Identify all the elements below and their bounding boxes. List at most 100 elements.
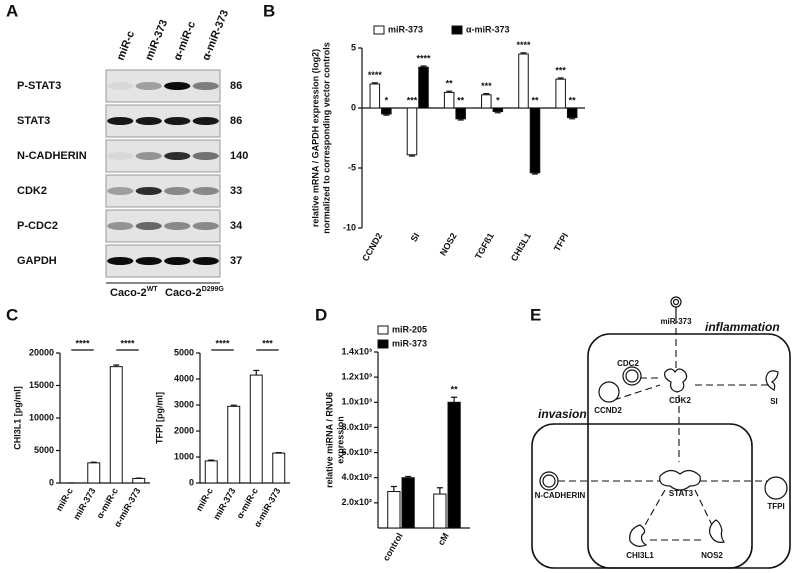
bar (529, 107, 541, 174)
y-tick-label: 8.0x10² (341, 422, 372, 432)
band (192, 187, 219, 195)
y-tick-label: 0 (351, 102, 356, 112)
error-bar (405, 475, 412, 478)
band (192, 82, 219, 90)
bar (481, 94, 492, 109)
band (135, 222, 162, 230)
node-label: miR-373 (660, 317, 692, 326)
interaction-edges (558, 328, 770, 541)
bar (492, 107, 504, 113)
error-bar (420, 65, 427, 68)
mw-label: 140 (230, 150, 248, 162)
lane-label: α-miR-373 (200, 8, 231, 62)
mw-label: 37 (230, 255, 242, 267)
bar (381, 107, 392, 115)
y-axis-label: relative mRNA / GAPDH expression (log2) (310, 49, 320, 227)
group-name: Caco-2 (110, 287, 147, 299)
significance: ** (569, 95, 577, 105)
significance: **** (215, 338, 230, 348)
x-tick-label: TGFß1 (473, 231, 496, 261)
node-label: N-CADHERIN (535, 491, 586, 500)
lane-label: miR-373 (143, 18, 170, 62)
band (107, 222, 134, 230)
bar (555, 78, 566, 109)
bar (249, 374, 263, 484)
group-label: Caco-2WT (110, 286, 158, 299)
band (135, 82, 162, 90)
band (107, 257, 134, 265)
region-label: invasion (538, 407, 587, 421)
y-tick-label: 10000 (29, 412, 54, 422)
node-label: CHI3L1 (626, 551, 654, 560)
error-bar (253, 369, 260, 376)
y-tick-label: 4.0x10² (341, 472, 372, 482)
bar (447, 401, 461, 529)
y-tick-label: 20000 (29, 347, 54, 357)
x-tick-label: NOS2 (438, 231, 459, 257)
row-label: GAPDH (17, 255, 57, 267)
y-tick-label: 2.0x10² (341, 497, 372, 507)
error-bar (494, 111, 501, 114)
error-bar (230, 404, 237, 407)
bar (387, 491, 401, 529)
bar (87, 462, 101, 484)
band (107, 187, 134, 195)
x-tick-label: miR-373 (211, 486, 237, 521)
y-tick-label: 6.0x10² (341, 447, 372, 457)
pathway-diagram: inflammation invasion miR-373 CDC2 CDK2 … (531, 296, 791, 569)
significance: ** (457, 95, 465, 105)
significance: *** (481, 81, 492, 91)
panel-label: C (6, 305, 18, 324)
bar (406, 107, 418, 156)
band (107, 82, 134, 90)
row-label: STAT3 (17, 115, 50, 127)
y-axis-label: CHI3L1 [pg/ml] (12, 386, 22, 450)
x-tick-label: miR-c (194, 486, 215, 513)
x-tick-label: control (381, 531, 405, 562)
group-sup: D299G (202, 286, 225, 293)
legend-swatch (373, 25, 385, 35)
legend-label: miR-373 (392, 338, 427, 348)
blot-panel (105, 174, 221, 208)
y-tick-label: 2000 (174, 425, 194, 435)
error-bar (436, 487, 443, 495)
bar (433, 493, 447, 529)
legend-label: miR-205 (392, 324, 427, 334)
bar (443, 91, 455, 109)
error-bar (113, 364, 120, 367)
error-bar (371, 82, 378, 84)
band (107, 117, 134, 125)
significance: * (385, 95, 389, 105)
y-tick-label: -5 (348, 162, 356, 172)
group-sup: WT (147, 286, 159, 293)
y-tick-label: -10 (343, 222, 356, 232)
invasion-box (531, 423, 753, 569)
x-tick-label: SI (409, 231, 422, 243)
significance: ** (532, 95, 540, 105)
y-tick-label: 0 (189, 477, 194, 487)
node-label: CDK2 (669, 396, 691, 405)
error-bar (557, 77, 564, 80)
bar (455, 107, 466, 120)
error-bar (569, 117, 576, 120)
band (192, 117, 219, 125)
error-bar (90, 461, 97, 463)
bar (369, 83, 381, 109)
blot-panel (105, 209, 221, 243)
y-tick-label: 1.4x10³ (341, 346, 372, 356)
group-label: Caco-2D299G (165, 286, 224, 299)
lane-label: α-miR-c (172, 20, 198, 63)
x-tick-label: cM (436, 531, 451, 547)
error-bar (408, 154, 415, 157)
bar (204, 460, 218, 484)
y-tick-label: 4000 (174, 373, 194, 383)
significance: ** (446, 79, 454, 89)
band (135, 187, 162, 195)
y-tick-label: 1.2x10³ (341, 372, 372, 382)
lane-label: miR-c (115, 29, 138, 62)
band (192, 222, 219, 230)
y-tick-label: 3000 (174, 399, 194, 409)
significance: **** (368, 70, 383, 80)
y-tick-label: 0 (49, 477, 54, 487)
group-name: Caco-2 (165, 287, 202, 299)
